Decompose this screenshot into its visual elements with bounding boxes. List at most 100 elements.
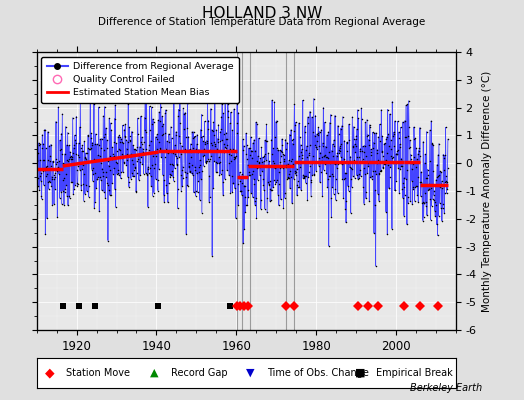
Point [259, 176, 267, 183]
Point [113, 170, 121, 177]
Point [206, 156, 214, 163]
Point [63, 129, 72, 136]
Point [48, 202, 57, 208]
Point [19, 146, 27, 153]
Point [232, 153, 241, 160]
Point [413, 156, 421, 162]
Point [180, 148, 188, 154]
Point [434, 212, 443, 219]
Point [387, 146, 396, 153]
Point [386, 174, 394, 181]
Point [158, 131, 166, 138]
Point [364, 163, 373, 169]
Point [431, 181, 440, 188]
Point [68, 156, 76, 162]
Point [118, 151, 126, 158]
Point [212, 169, 221, 175]
Point [209, 142, 217, 148]
Point [290, 128, 298, 134]
Point [145, 169, 153, 176]
Point [251, 148, 259, 154]
Point [293, 192, 301, 199]
Point [342, 170, 350, 176]
Point [380, 157, 389, 164]
Point [351, 175, 359, 181]
Point [211, 143, 220, 149]
Point [71, 150, 80, 157]
Point [411, 183, 419, 190]
Point [119, 159, 128, 165]
Point [378, 148, 386, 154]
Text: Station Move: Station Move [66, 368, 130, 378]
Point [17, 169, 25, 176]
Point [71, 137, 80, 143]
Point [61, 124, 70, 130]
Point [167, 135, 176, 141]
Point [433, 232, 442, 238]
Point [263, 138, 271, 144]
Point [93, 152, 102, 159]
Point [431, 198, 439, 205]
Point [391, 187, 399, 194]
Point [271, 180, 280, 187]
Point [331, 161, 339, 168]
Point [285, 175, 293, 181]
Point [258, 158, 266, 165]
Point [335, 150, 343, 156]
Point [135, 177, 143, 183]
Point [58, 111, 67, 117]
Point [317, 127, 325, 133]
Point [148, 162, 157, 168]
Point [291, 119, 300, 126]
Point [343, 140, 351, 146]
Point [66, 154, 74, 161]
Point [264, 162, 272, 168]
Point [327, 195, 335, 201]
Point [41, 231, 50, 238]
Point [257, 196, 265, 203]
Point [124, 101, 133, 107]
Point [172, 128, 180, 135]
Point [230, 106, 238, 112]
Point [93, 176, 102, 182]
Point [418, 181, 426, 188]
Point [102, 174, 111, 180]
Point [263, 195, 271, 201]
Point [299, 97, 307, 104]
Point [347, 165, 355, 171]
Point [202, 158, 210, 165]
Point [95, 208, 103, 214]
Point [348, 166, 356, 172]
Point [215, 154, 223, 161]
Point [368, 159, 377, 166]
Point [423, 166, 432, 173]
Point [116, 139, 125, 145]
Point [179, 174, 187, 181]
Point [254, 164, 263, 170]
Point [440, 190, 449, 196]
Point [38, 196, 46, 202]
Point [287, 174, 295, 180]
Point [187, 170, 195, 176]
Point [130, 165, 139, 171]
Point [416, 124, 424, 131]
Point [384, 162, 392, 168]
Point [295, 184, 303, 190]
Point [386, 153, 395, 160]
Point [91, 170, 100, 176]
Point [194, 164, 203, 170]
Point [27, 181, 35, 187]
Point [443, 186, 451, 192]
Point [225, 151, 234, 157]
Point [414, 159, 423, 166]
Point [316, 179, 324, 186]
Point [217, 137, 226, 144]
Point [410, 198, 419, 204]
Point [133, 157, 141, 164]
Point [293, 184, 302, 190]
Point [246, 152, 254, 158]
Point [342, 219, 350, 226]
Point [361, 171, 369, 177]
Point [156, 118, 164, 124]
Point [185, 162, 193, 169]
